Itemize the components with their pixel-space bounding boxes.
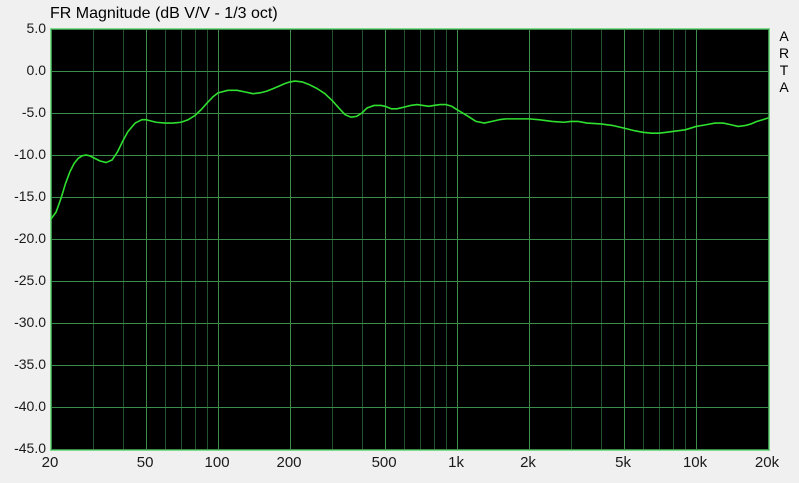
- x-tick-label: 50: [136, 454, 154, 471]
- watermark-letter-4: A: [779, 79, 789, 95]
- y-tick-label: -5.0: [21, 104, 46, 120]
- chart-title: FR Magnitude (dB V/V - 1/3 oct): [50, 5, 278, 22]
- watermark-letter-3: T: [779, 62, 789, 78]
- y-tick-label: 5.0: [26, 20, 46, 36]
- arta-watermark: A R T A: [775, 28, 793, 96]
- y-tick-label: -35.0: [14, 356, 46, 372]
- y-tick-label: -25.0: [14, 272, 46, 288]
- y-tick-label: 0.0: [26, 62, 46, 78]
- grid-lines: [51, 29, 769, 450]
- frequency-response-curve: [51, 80, 769, 220]
- x-tick-label: 10k: [682, 454, 708, 471]
- response-trace: [51, 80, 769, 220]
- x-tick-label: 500: [371, 454, 397, 471]
- y-tick-label: -30.0: [14, 314, 46, 330]
- y-tick-label: -10.0: [14, 146, 46, 162]
- x-tick-label: 20k: [754, 454, 780, 471]
- x-tick-label: 5k: [615, 454, 632, 471]
- x-tick-label: 200: [276, 454, 302, 471]
- watermark-letter-2: R: [778, 45, 790, 61]
- x-tick-label: 100: [204, 454, 230, 471]
- plot-inner: [51, 29, 769, 450]
- y-tick-label: -20.0: [14, 230, 46, 246]
- x-tick-label: 20: [41, 454, 59, 471]
- y-tick-label: -15.0: [14, 188, 46, 204]
- y-axis-tick-labels: 5.0 0.0 -5.0 -10.0 -15.0 -20.0 -25.0 -30.0 -35.0…: [0, 0, 46, 483]
- y-tick-label: -45.0: [14, 440, 46, 456]
- y-tick-label: -40.0: [14, 398, 46, 414]
- plot-area: [50, 28, 770, 451]
- x-tick-label: 2k: [520, 454, 536, 471]
- x-tick-label: 1k: [448, 454, 464, 471]
- watermark-letter-1: A: [779, 28, 789, 44]
